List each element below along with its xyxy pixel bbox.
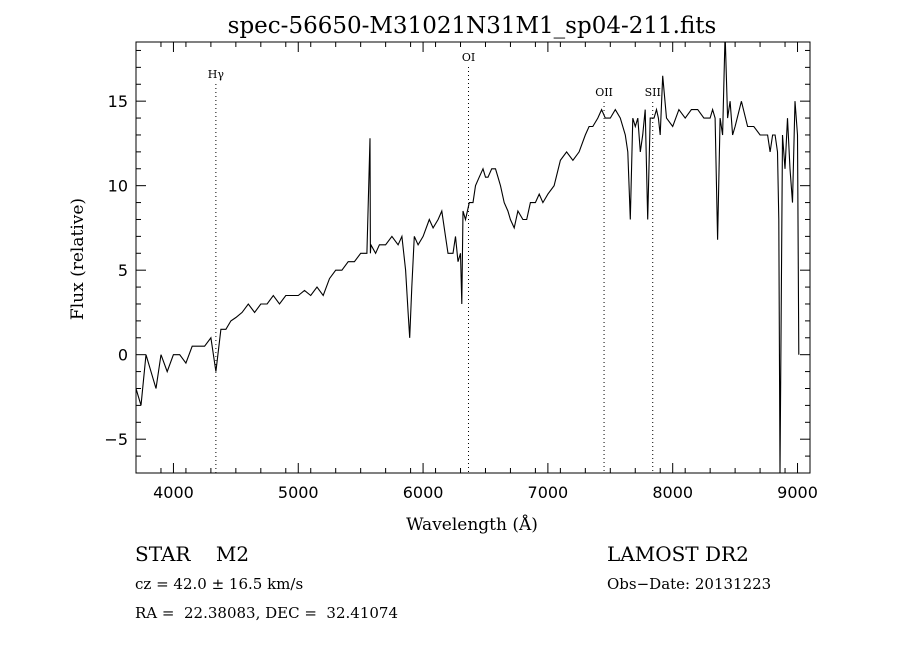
line-marker-label: SII xyxy=(645,86,661,99)
spectrum-series xyxy=(136,42,800,473)
x-tick-label: 9000 xyxy=(777,483,818,502)
line-marker-label: OI xyxy=(462,51,475,64)
chart-title: spec-56650-M31021N31M1_sp04-211.fits xyxy=(228,13,717,39)
line-marker-label: OII xyxy=(595,86,613,99)
x-tick-label: 4000 xyxy=(153,483,194,502)
spectral-line-markers: Hγ OI OII SII xyxy=(208,51,661,473)
x-tick-label: 6000 xyxy=(403,483,444,502)
plot-frame xyxy=(135,41,811,474)
x-tick-label: 8000 xyxy=(652,483,693,502)
survey-name: LAMOST DR2 xyxy=(607,542,749,566)
y-tick-label: 0 xyxy=(118,346,128,365)
y-tick-label: −5 xyxy=(104,430,128,449)
spectrum-line xyxy=(136,42,800,473)
x-tick-label: 5000 xyxy=(278,483,319,502)
y-tick-label: 5 xyxy=(118,261,128,280)
x-tick-label: 7000 xyxy=(528,483,569,502)
object-class: STAR M2 xyxy=(135,542,250,566)
observation-date: Obs−Date: 20131223 xyxy=(607,575,772,593)
axes: 4000 5000 6000 7000 8000 9000 −5 0 5 10 15 xyxy=(104,41,818,502)
redshift-cz: cz = 42.0 ± 16.5 km/s xyxy=(135,575,304,593)
y-tick-label: 10 xyxy=(108,177,128,196)
y-tick-label: 15 xyxy=(108,92,128,111)
y-axis-label: Flux (relative) xyxy=(68,198,88,320)
coordinates: RA = 22.38083, DEC = 32.41074 xyxy=(135,604,399,622)
x-axis-label: Wavelength (Å) xyxy=(406,514,538,535)
line-marker-label: Hγ xyxy=(208,68,225,81)
